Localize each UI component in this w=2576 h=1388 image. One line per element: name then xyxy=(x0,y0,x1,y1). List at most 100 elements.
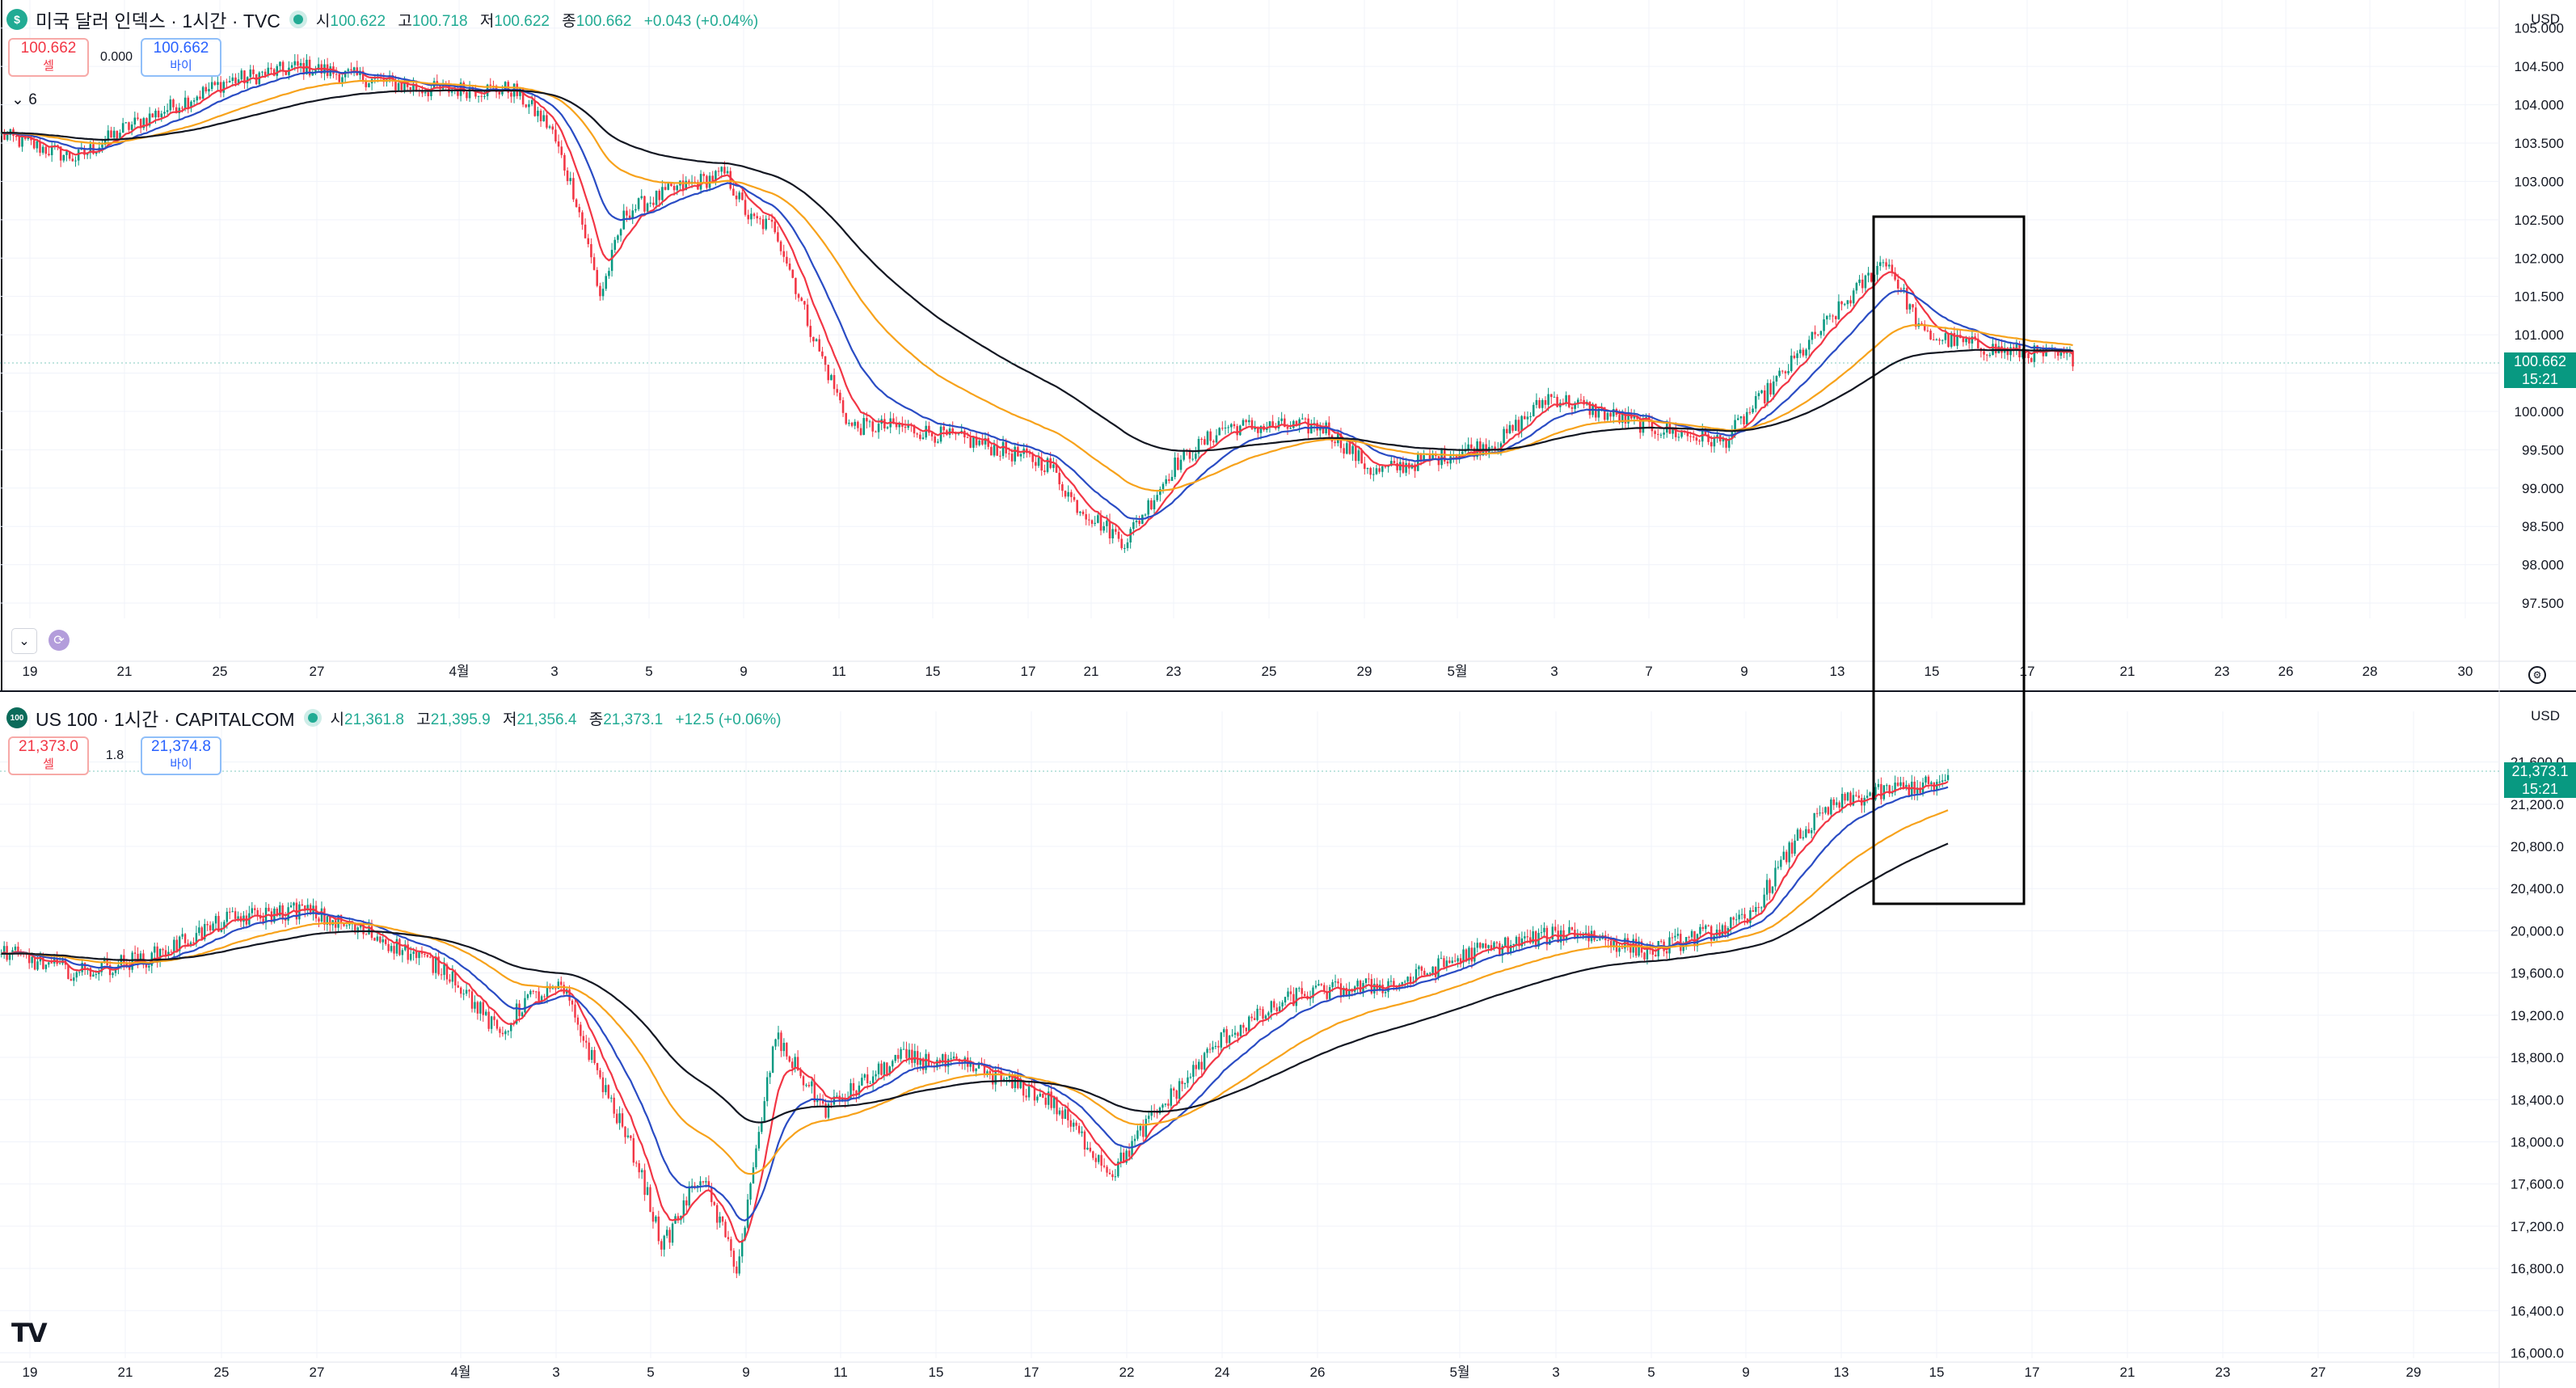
candle-body xyxy=(1451,960,1453,964)
candle-body xyxy=(1356,981,1359,987)
price-tick-label: 20,400.0 xyxy=(2511,881,2564,897)
sync-icon[interactable]: ⟳ xyxy=(48,630,70,651)
candle-body xyxy=(1629,945,1632,953)
candle-body xyxy=(1504,937,1507,947)
candle-body xyxy=(800,297,803,302)
candle-body xyxy=(139,119,142,129)
candle-body xyxy=(1359,981,1362,993)
candle-body xyxy=(187,943,189,947)
dxy-currency-label[interactable]: USD xyxy=(2531,11,2560,27)
candle-body xyxy=(1027,1086,1031,1098)
candle-body xyxy=(412,83,415,91)
candle-body xyxy=(108,964,112,976)
dxy-buy-button[interactable]: 100.662 바이 xyxy=(141,38,221,77)
candle-body xyxy=(74,160,77,162)
tradingview-logo-icon[interactable]: TV xyxy=(11,1318,48,1348)
candle-body xyxy=(1490,945,1493,950)
candle-body xyxy=(1076,500,1078,513)
candle-body xyxy=(1902,782,1905,788)
collapse-chevron-icon[interactable]: ⌄ xyxy=(11,628,37,654)
candle-body xyxy=(289,905,293,908)
candle-body xyxy=(1033,1086,1036,1101)
dxy-last-price-tag: 100.662 15:21 xyxy=(2504,352,2576,388)
candle-body xyxy=(1596,939,1599,941)
candle-body xyxy=(841,1098,844,1101)
candle-body xyxy=(575,199,578,207)
candle-body xyxy=(657,1216,660,1242)
candle-body xyxy=(719,1216,721,1223)
market-open-dot-icon xyxy=(307,713,318,723)
dxy-symbol-title[interactable]: 미국 달러 인덱스 · 1시간 · TVC xyxy=(36,11,280,32)
candle-body xyxy=(167,951,170,956)
candle-body xyxy=(921,1058,925,1070)
candle-body xyxy=(406,82,409,87)
nas-currency-label[interactable]: USD xyxy=(2531,708,2560,724)
candle-body xyxy=(1612,409,1615,417)
candle-body xyxy=(1287,991,1289,998)
candle-body xyxy=(900,1048,902,1059)
dxy-sell-button[interactable]: 100.662 셀 xyxy=(8,38,89,77)
candle-body xyxy=(0,953,2,955)
price-tick-label: 98.000 xyxy=(2522,558,2564,573)
time-tick-label: 23 xyxy=(1166,664,1182,679)
candle-body xyxy=(1796,829,1799,841)
candle-body xyxy=(1763,894,1765,908)
candle-body xyxy=(741,192,744,200)
candle-body xyxy=(1579,399,1583,401)
candle-body xyxy=(771,1046,774,1074)
candle-body xyxy=(618,1113,621,1124)
candle-body xyxy=(794,1057,796,1069)
candle-body xyxy=(1373,983,1376,994)
candle-body xyxy=(786,1043,788,1057)
candle-body xyxy=(563,985,565,994)
candle-body xyxy=(1565,394,1567,404)
nas-legend: 100 US 100 · 1시간 · CAPITALCOM 시21,361.8 … xyxy=(6,703,789,732)
candle-body xyxy=(827,1103,830,1118)
candle-body xyxy=(1793,355,1796,358)
candle-body xyxy=(145,118,148,126)
candle-body xyxy=(92,974,95,977)
candle-body xyxy=(39,141,41,153)
candle-body xyxy=(649,202,652,204)
candle-body xyxy=(989,1071,992,1075)
nas-buy-button[interactable]: 21,374.8 바이 xyxy=(141,736,221,775)
indicators-toggle[interactable]: ⌄ 6 xyxy=(11,91,37,108)
candle-body xyxy=(1482,943,1484,948)
candle-body xyxy=(1455,455,1458,460)
candle-body xyxy=(690,1185,694,1187)
candle-body xyxy=(98,972,100,975)
candle-body xyxy=(1117,531,1120,539)
candle-body xyxy=(195,933,198,944)
candle-body xyxy=(529,990,532,995)
candle-body xyxy=(443,964,445,975)
candle-body xyxy=(857,421,859,428)
candle-body xyxy=(133,117,137,125)
candle-body xyxy=(1732,917,1735,920)
candle-body xyxy=(1757,393,1760,397)
nas-symbol-title[interactable]: US 100 · 1시간 · CAPITALCOM xyxy=(36,709,295,730)
candle-body xyxy=(1950,332,1953,347)
candle-body xyxy=(576,1017,580,1025)
candle-body xyxy=(1061,484,1064,491)
candle-body xyxy=(1153,500,1156,510)
axis-settings-icon[interactable]: ⚙ xyxy=(2528,666,2546,684)
candle-body xyxy=(2060,349,2063,356)
candle-body xyxy=(1618,415,1621,424)
ema-long-line xyxy=(1,89,2073,453)
candle-body xyxy=(89,968,92,977)
candle-body xyxy=(1469,444,1473,449)
candle-body xyxy=(1885,262,1887,267)
nas-sell-button[interactable]: 21,373.0 셀 xyxy=(8,736,89,775)
candle-body xyxy=(724,1221,727,1238)
candle-body xyxy=(813,1081,816,1103)
candles-nas xyxy=(0,769,1950,1279)
candle-body xyxy=(782,1043,786,1052)
candle-body xyxy=(1284,997,1287,1003)
candle-body xyxy=(1409,977,1412,983)
time-tick-label: 19 xyxy=(23,664,38,679)
candle-body xyxy=(1754,396,1757,409)
candle-body xyxy=(451,971,454,982)
time-tick-label: 21 xyxy=(1084,664,1099,679)
candle-body xyxy=(217,82,219,86)
